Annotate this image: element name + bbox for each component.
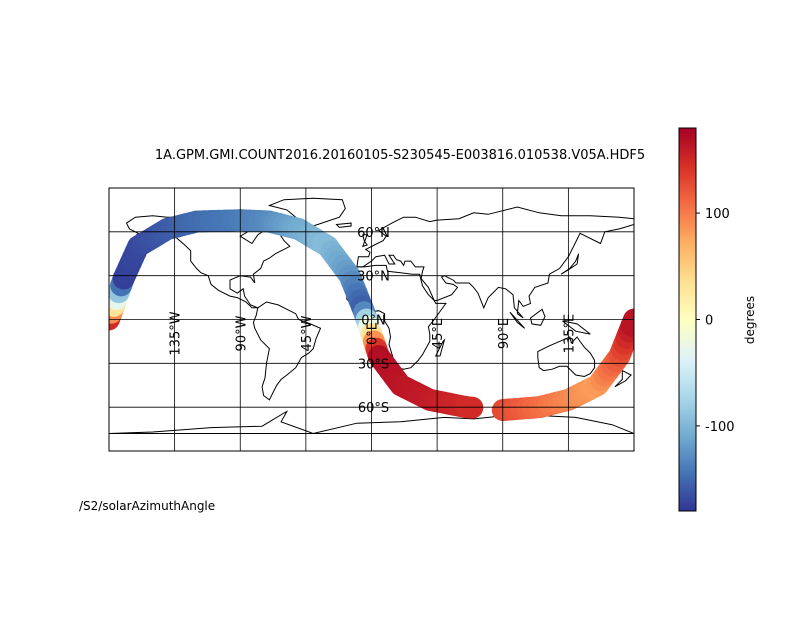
longitude-label: 0°E [366,322,381,345]
coastlines [109,197,634,435]
colorbar-gradient [678,127,697,512]
coastline [529,308,546,326]
coastline [335,222,352,228]
coastline [109,410,634,435]
latitude-label: 60°N [357,226,390,241]
coastline [537,336,596,378]
latitude-label: 0°N [361,314,386,329]
longitude-label: 135°W [169,311,184,355]
map-area: 135°W 90°W 45°W 0°E 45°E 90°E 135°E 60°N 30°N 0°N… [108,187,635,452]
longitude-label: 90°W [234,315,249,351]
coastline [562,320,591,335]
colorbar-label: degrees [743,296,757,344]
gridlines [109,188,634,451]
map-border [108,187,635,452]
satellite-swath [109,209,634,422]
longitude-label: 45°W [300,315,315,351]
coastline [614,369,632,388]
latitude-label: 30°S [358,357,389,372]
map-title: 1A.GPM.GMI.COUNT2016.20160105-S230545-E0… [154,148,646,163]
longitude-label: 135°E [562,314,577,354]
coastline [509,311,525,329]
colorbar-tick-label: 0 [705,314,713,329]
colorbar: 100 0 -100 degrees [678,127,757,512]
colorbar-tick-label: -100 [705,420,735,435]
grid-labels: 135°W 90°W 45°W 0°E 45°E 90°E 135°E 60°N 30°N 0°N… [169,226,578,416]
colorbar-ticks: 100 0 -100 [696,207,735,435]
coastline [361,234,368,248]
colorbar-tick-label: 100 [705,207,730,222]
latitude-label: 60°S [358,401,389,416]
coastline [252,301,322,401]
longitude-label: 90°E [497,318,512,349]
coastline [356,206,634,319]
variable-label: /S2/solarAzimuthAngle [79,499,216,513]
latitude-label: 30°N [357,270,390,285]
longitude-label: 45°E [431,318,446,349]
coastline [434,338,446,357]
